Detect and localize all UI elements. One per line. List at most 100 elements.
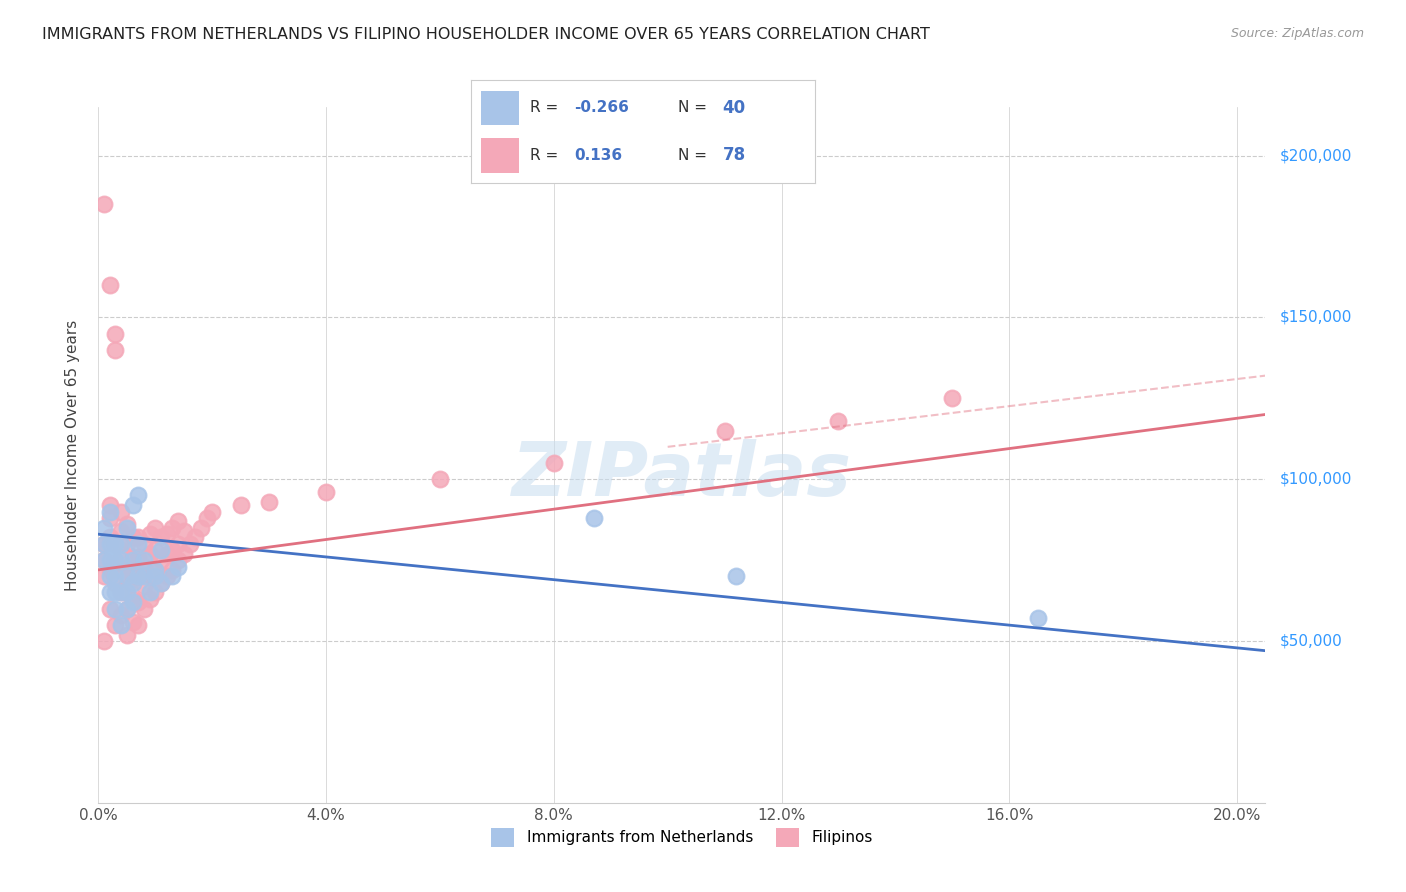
Point: [429, 472, 451, 486]
Point: [115, 569, 138, 583]
Point: [110, 543, 132, 558]
Point: [110, 608, 132, 623]
Point: [315, 485, 337, 500]
Point: [150, 575, 173, 590]
Point: [713, 424, 735, 438]
Point: [143, 569, 166, 583]
Point: [115, 579, 138, 593]
Text: -0.266: -0.266: [575, 101, 630, 115]
Point: [104, 601, 127, 615]
Text: $50,000: $50,000: [1279, 633, 1343, 648]
Point: [121, 591, 143, 606]
Point: [173, 547, 195, 561]
Point: [115, 601, 138, 615]
Text: $100,000: $100,000: [1279, 472, 1351, 487]
Point: [138, 547, 160, 561]
Point: [229, 498, 252, 512]
Point: [150, 543, 173, 558]
Point: [104, 343, 127, 357]
Point: [104, 575, 127, 590]
Point: [143, 521, 166, 535]
Point: [162, 521, 184, 535]
Point: [110, 537, 132, 551]
Point: [127, 537, 149, 551]
Text: Source: ZipAtlas.com: Source: ZipAtlas.com: [1230, 27, 1364, 40]
Point: [121, 575, 143, 590]
Point: [127, 617, 149, 632]
Point: [167, 553, 190, 567]
Point: [138, 527, 160, 541]
Point: [121, 553, 143, 567]
Point: [110, 504, 132, 518]
Text: N =: N =: [678, 101, 711, 115]
Point: [132, 569, 155, 583]
Point: [93, 537, 115, 551]
Point: [98, 531, 121, 545]
Point: [115, 559, 138, 574]
Text: R =: R =: [530, 148, 562, 162]
Point: [184, 531, 207, 545]
Point: [162, 563, 184, 577]
Point: [127, 531, 149, 545]
Point: [121, 595, 143, 609]
Point: [98, 569, 121, 583]
Point: [127, 569, 149, 583]
Point: [724, 569, 747, 583]
Point: [110, 585, 132, 599]
Text: $200,000: $200,000: [1279, 148, 1351, 163]
Point: [127, 569, 149, 583]
Point: [110, 585, 132, 599]
Point: [827, 414, 849, 428]
Point: [98, 537, 121, 551]
Point: [110, 553, 132, 567]
Point: [104, 569, 127, 583]
Point: [138, 569, 160, 583]
Point: [98, 585, 121, 599]
Point: [115, 517, 138, 532]
Point: [93, 537, 115, 551]
Point: [156, 569, 179, 583]
Point: [156, 547, 179, 561]
Point: [110, 524, 132, 538]
Point: [93, 521, 115, 535]
Point: [93, 197, 115, 211]
Text: $150,000: $150,000: [1279, 310, 1351, 325]
Point: [115, 537, 138, 551]
Point: [138, 585, 160, 599]
Point: [115, 521, 138, 535]
Text: 78: 78: [723, 146, 745, 164]
Point: [115, 585, 138, 599]
Point: [121, 549, 143, 564]
Point: [121, 569, 143, 583]
Point: [173, 524, 195, 538]
Y-axis label: Householder Income Over 65 years: Householder Income Over 65 years: [65, 319, 80, 591]
Point: [110, 617, 132, 632]
Point: [104, 617, 127, 632]
Point: [93, 569, 115, 583]
Text: ZIPatlas: ZIPatlas: [512, 439, 852, 512]
Point: [138, 591, 160, 606]
Point: [179, 537, 201, 551]
Legend: Immigrants from Netherlands, Filipinos: Immigrants from Netherlands, Filipinos: [484, 821, 880, 855]
Point: [110, 563, 132, 577]
Text: R =: R =: [530, 101, 562, 115]
Text: N =: N =: [678, 148, 711, 162]
Point: [98, 498, 121, 512]
Point: [167, 559, 190, 574]
Text: 0.136: 0.136: [575, 148, 623, 162]
Point: [98, 278, 121, 293]
Point: [167, 514, 190, 528]
Point: [127, 488, 149, 502]
Point: [162, 569, 184, 583]
Point: [143, 563, 166, 577]
Point: [543, 456, 565, 470]
Point: [98, 601, 121, 615]
Point: [104, 557, 127, 571]
Point: [104, 326, 127, 341]
FancyBboxPatch shape: [481, 91, 519, 126]
Point: [150, 553, 173, 567]
Point: [121, 498, 143, 512]
Point: [121, 531, 143, 545]
Point: [156, 527, 179, 541]
Point: [143, 543, 166, 558]
